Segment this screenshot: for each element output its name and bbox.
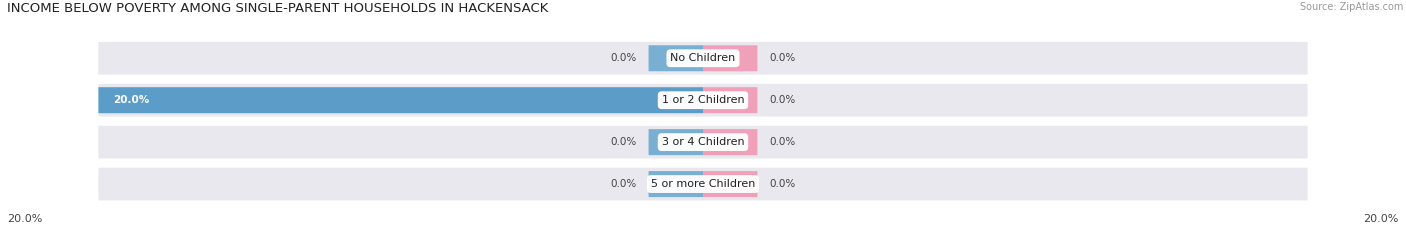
FancyBboxPatch shape xyxy=(703,129,758,155)
FancyBboxPatch shape xyxy=(648,171,703,197)
Text: 0.0%: 0.0% xyxy=(769,53,796,63)
FancyBboxPatch shape xyxy=(98,126,1308,158)
Text: 1 or 2 Children: 1 or 2 Children xyxy=(662,95,744,105)
Text: 20.0%: 20.0% xyxy=(114,95,150,105)
FancyBboxPatch shape xyxy=(98,84,1308,116)
FancyBboxPatch shape xyxy=(98,42,1308,75)
Text: 20.0%: 20.0% xyxy=(1364,214,1399,224)
FancyBboxPatch shape xyxy=(98,168,1308,200)
Text: 0.0%: 0.0% xyxy=(610,53,637,63)
FancyBboxPatch shape xyxy=(703,45,758,71)
Text: 5 or more Children: 5 or more Children xyxy=(651,179,755,189)
Text: 3 or 4 Children: 3 or 4 Children xyxy=(662,137,744,147)
Text: INCOME BELOW POVERTY AMONG SINGLE-PARENT HOUSEHOLDS IN HACKENSACK: INCOME BELOW POVERTY AMONG SINGLE-PARENT… xyxy=(7,2,548,15)
Text: 0.0%: 0.0% xyxy=(610,137,637,147)
Text: No Children: No Children xyxy=(671,53,735,63)
Text: 0.0%: 0.0% xyxy=(769,95,796,105)
FancyBboxPatch shape xyxy=(648,129,703,155)
Text: 20.0%: 20.0% xyxy=(7,214,42,224)
Text: 0.0%: 0.0% xyxy=(610,179,637,189)
Text: 0.0%: 0.0% xyxy=(769,137,796,147)
FancyBboxPatch shape xyxy=(703,171,758,197)
Text: Source: ZipAtlas.com: Source: ZipAtlas.com xyxy=(1299,2,1403,12)
Text: 0.0%: 0.0% xyxy=(769,179,796,189)
FancyBboxPatch shape xyxy=(703,87,758,113)
FancyBboxPatch shape xyxy=(98,87,703,113)
FancyBboxPatch shape xyxy=(648,45,703,71)
